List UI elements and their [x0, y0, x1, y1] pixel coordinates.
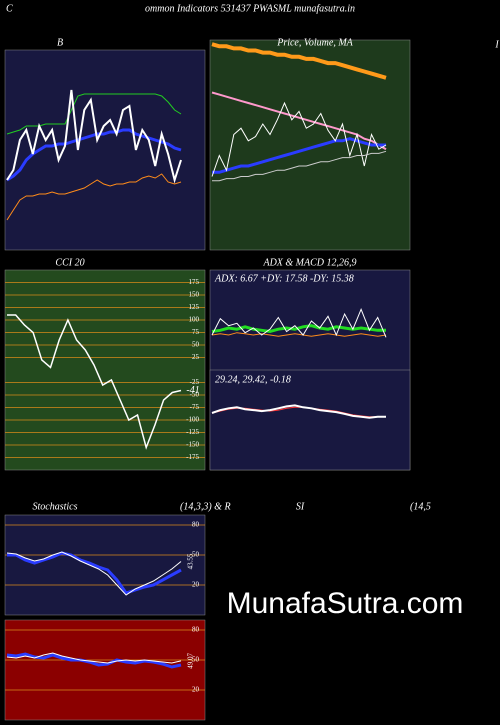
series-line	[7, 314, 182, 450]
y-tick-label: 20	[192, 686, 200, 694]
series-line	[211, 332, 387, 337]
series-line	[212, 150, 387, 182]
panel-title: SI	[296, 501, 305, 512]
y-tick-label: 125	[189, 303, 200, 311]
panel-title: CCI 20	[55, 257, 84, 268]
panel-subtitle: ADX: 6.67 +DY: 17.58 -DY: 15.38	[214, 273, 354, 284]
y-tick-label: 175	[189, 278, 200, 286]
y-tick-label: 75	[192, 328, 200, 336]
page-title: ommon Indicators 531437 PWASML munafasut…	[145, 3, 355, 14]
series-line	[6, 89, 182, 184]
y-tick-label: -50	[190, 391, 200, 399]
page-left: C	[6, 3, 13, 14]
series-line	[6, 128, 182, 182]
panel	[4, 269, 206, 471]
panel-title: ADX & MACD 12,26,9	[262, 257, 356, 268]
panel-title: Stochastics	[33, 501, 78, 512]
series-line	[6, 173, 182, 221]
y-tick-label: -125	[186, 428, 199, 436]
series-line	[7, 551, 182, 595]
y-tick-label: -150	[186, 441, 199, 449]
y-tick-label: 80	[192, 521, 200, 529]
y-tick-label: -25	[190, 378, 200, 386]
series-line	[211, 404, 386, 419]
y-tick-label: 50	[192, 551, 200, 559]
value-label: 49.07	[187, 653, 195, 669]
page-edge: I	[494, 39, 499, 50]
series-line	[211, 42, 387, 80]
series-line	[212, 137, 386, 174]
panel-title: Price, Volume, MA	[276, 37, 353, 48]
value-label: -41	[186, 385, 199, 396]
series-line	[211, 307, 387, 338]
y-tick-label: 50	[192, 656, 200, 664]
y-tick-label: 25	[192, 353, 200, 361]
y-tick-label: -175	[186, 453, 199, 461]
series-line	[211, 101, 387, 177]
panel	[4, 49, 206, 251]
y-tick-label: 80	[192, 626, 200, 634]
panel-title: B	[57, 37, 63, 48]
series-line	[6, 93, 182, 135]
watermark: MunafaSutra.com	[227, 587, 464, 620]
series-line	[6, 652, 182, 664]
panel	[4, 514, 206, 616]
panel	[4, 619, 206, 721]
panel-subtitle: 29.24, 29.42, -0.18	[215, 374, 291, 385]
panel-subtitle: (14,5	[410, 501, 431, 512]
value-label: 43.55	[187, 553, 195, 569]
y-tick-label: -75	[190, 403, 200, 411]
y-tick-label: 150	[189, 291, 200, 299]
panel-subtitle: (14,3,3) & R	[180, 501, 231, 512]
y-tick-label: 50	[192, 341, 200, 349]
panel	[209, 369, 411, 471]
y-tick-label: 20	[192, 581, 200, 589]
series-line	[6, 551, 182, 596]
y-tick-label: 100	[189, 316, 200, 324]
y-tick-label: -100	[186, 416, 199, 424]
